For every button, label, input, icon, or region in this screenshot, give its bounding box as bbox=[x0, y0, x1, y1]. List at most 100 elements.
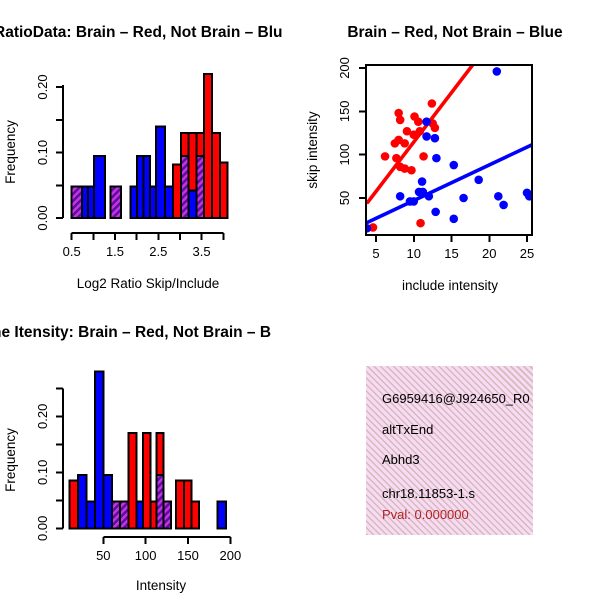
hist-bar bbox=[109, 185, 123, 219]
scatter-point-blue bbox=[395, 191, 405, 201]
x-axis-label: Intensity bbox=[136, 578, 187, 593]
scatter-point-blue bbox=[499, 200, 508, 210]
x-tick-label: 3.5 bbox=[193, 244, 211, 259]
hist-bar bbox=[216, 500, 228, 530]
x-tick-label: 2.5 bbox=[149, 244, 167, 259]
info-line-gene-symbol: Abhd3 bbox=[382, 452, 420, 467]
scatter-point-blue bbox=[424, 191, 434, 201]
pane-intensity-histogram: ne Itensity: Brain – Red, Not Brain – B … bbox=[0, 300, 300, 600]
hist-bar bbox=[190, 500, 201, 530]
scatter-point-red bbox=[415, 126, 425, 136]
x-tick-label: 5 bbox=[372, 246, 379, 261]
scatter-point-red bbox=[392, 153, 401, 163]
scatter-point-blue bbox=[494, 191, 503, 201]
y-axis-label: Frequency bbox=[3, 428, 18, 492]
hist-bar bbox=[93, 154, 107, 219]
hist-bar bbox=[93, 370, 105, 530]
y-tick-label: 200 bbox=[337, 57, 352, 79]
x-tick-label: 150 bbox=[177, 548, 199, 563]
pane-scatter: Brain – Red, Not Brain – Blue skip inten… bbox=[300, 0, 600, 300]
hist-bar bbox=[127, 432, 138, 530]
scatter-point-blue bbox=[422, 117, 431, 127]
scatter-point-blue bbox=[492, 67, 502, 76]
x-tick-label: 15 bbox=[444, 246, 458, 261]
x-tick-label: 100 bbox=[135, 548, 157, 563]
ratio-histogram-chart: RatioData: Brain – Red, Not Brain – Blu … bbox=[0, 24, 283, 291]
scatter-point-red bbox=[400, 164, 409, 173]
x-axis-label: include intensity bbox=[402, 278, 498, 293]
hist-bar bbox=[162, 500, 173, 530]
x-tick-label: 0.5 bbox=[63, 244, 81, 259]
scatter-point-blue bbox=[449, 214, 459, 224]
scatter-point-red bbox=[394, 108, 403, 118]
y-axis-label: skip intensity bbox=[305, 111, 320, 189]
info-line-pval: Pval: 0.000000 bbox=[382, 507, 469, 522]
hist-bar bbox=[85, 500, 96, 530]
x-tick-label: 25 bbox=[520, 246, 534, 261]
hist-bar bbox=[182, 479, 193, 530]
hist-bar bbox=[68, 479, 79, 530]
x-tick-label: 10 bbox=[407, 246, 421, 261]
hist-bar bbox=[76, 474, 88, 530]
x-tick-label: 200 bbox=[219, 548, 241, 563]
chart-title: RatioData: Brain – Red, Not Brain – Blu bbox=[0, 24, 283, 41]
plot-box bbox=[365, 64, 533, 236]
x-tick-label: 1.5 bbox=[106, 244, 124, 259]
intensity-histogram-chart: ne Itensity: Brain – Red, Not Brain – B … bbox=[0, 324, 271, 593]
scatter-point-red bbox=[427, 99, 437, 108]
info-line-gene-id: G6959416@J924650_R0 bbox=[382, 391, 530, 406]
scatter-point-red bbox=[402, 126, 412, 136]
scatter-point-red bbox=[407, 165, 416, 175]
y-tick-label: 0.10 bbox=[35, 460, 50, 485]
hist-bar bbox=[119, 500, 130, 530]
scatter-point-red bbox=[416, 218, 425, 228]
hist-bar bbox=[155, 125, 167, 219]
scatter-point-blue bbox=[417, 177, 427, 186]
hist-bar-overlay bbox=[155, 474, 165, 530]
scatter-point-red bbox=[380, 152, 390, 161]
scatter-point-blue bbox=[367, 224, 372, 233]
info-box: G6959416@J924650_R0 altTxEnd Abhd3 chr18… bbox=[366, 366, 533, 535]
hist-bar-overlay bbox=[187, 189, 198, 220]
scatter-point-blue bbox=[430, 133, 440, 143]
x-axis-label: Log2 Ratio Skip/Include bbox=[77, 276, 220, 291]
scatter-point-red bbox=[430, 123, 440, 133]
scatter-point-red bbox=[400, 139, 409, 148]
scatter-point-blue bbox=[459, 193, 468, 203]
pane-ratio-histogram: RatioData: Brain – Red, Not Brain – Blu … bbox=[0, 0, 300, 300]
x-tick-label: 50 bbox=[96, 548, 110, 563]
plot-clip-group bbox=[367, 66, 531, 233]
scatter-point-blue bbox=[409, 197, 419, 206]
y-tick-label: 0.10 bbox=[35, 140, 50, 165]
fit-line-blue bbox=[367, 143, 531, 225]
scatter-point-blue bbox=[432, 153, 441, 163]
scatter-point-blue bbox=[524, 191, 531, 201]
info-line-event-type: altTxEnd bbox=[382, 422, 434, 437]
scatter-point-red bbox=[419, 152, 428, 161]
hist-bar bbox=[135, 500, 145, 530]
scatter-point-blue bbox=[422, 132, 431, 141]
y-tick-label: 0.20 bbox=[35, 74, 50, 99]
hist-bar bbox=[203, 72, 213, 220]
hist-bar bbox=[102, 474, 113, 530]
y-tick-label: 0.00 bbox=[35, 205, 50, 230]
scatter-point-blue bbox=[431, 207, 440, 217]
hist-bar bbox=[142, 432, 152, 530]
info-line-locus: chr18.11853-1.s bbox=[382, 486, 475, 501]
scatter-point-red bbox=[413, 117, 423, 127]
y-tick-label: 100 bbox=[337, 144, 352, 166]
chart-title: ne Itensity: Brain – Red, Not Brain – B bbox=[0, 324, 271, 341]
hist-bar bbox=[210, 131, 221, 220]
pane-info: G6959416@J924650_R0 altTxEnd Abhd3 chr18… bbox=[300, 300, 600, 600]
hist-bar bbox=[175, 479, 185, 530]
hist-bar-overlay bbox=[195, 154, 206, 219]
chart-title: Brain – Red, Not Brain – Blue bbox=[347, 24, 563, 41]
hist-bar bbox=[70, 185, 84, 219]
hist-bar bbox=[218, 161, 229, 219]
hist-bar bbox=[164, 185, 175, 219]
scatter-point-blue bbox=[474, 175, 483, 185]
y-tick-label: 0.00 bbox=[35, 516, 50, 541]
y-tick-label: 0.20 bbox=[35, 404, 50, 429]
hist-bar-overlay bbox=[179, 154, 190, 219]
